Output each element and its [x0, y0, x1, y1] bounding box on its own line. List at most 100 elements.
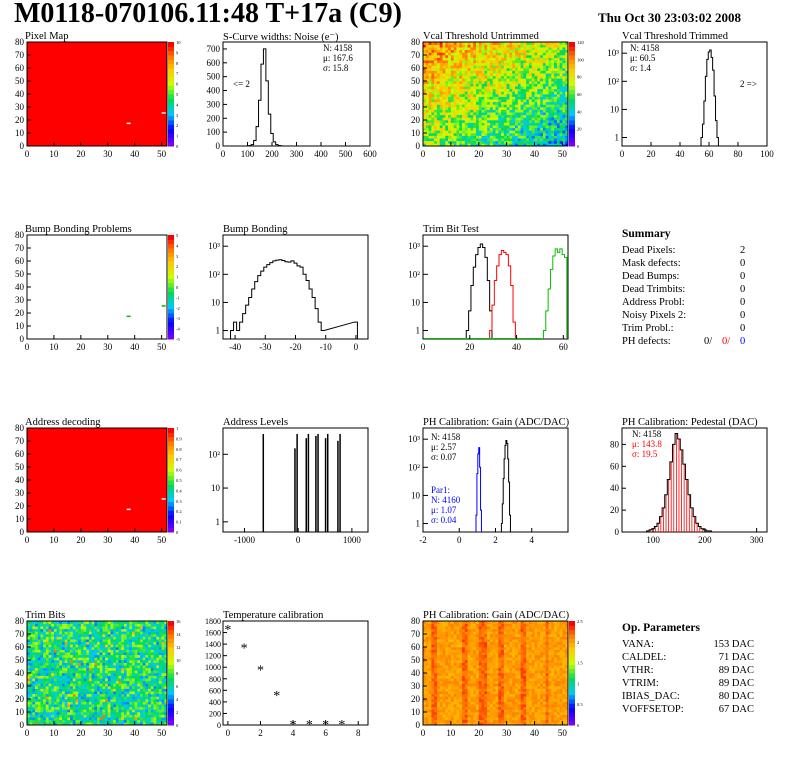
vcal_untrimmed-cell: [473, 91, 477, 95]
trim_bits-cell: [121, 696, 125, 700]
vcal_untrimmed-cell: [470, 62, 474, 66]
trim_bits-cell: [94, 654, 98, 658]
vcal_untrimmed-cell: [423, 68, 427, 71]
trim_bits-cell: [91, 712, 95, 715]
vcal_untrimmed-cell: [487, 135, 491, 139]
trim_bits-cell: [97, 714, 100, 718]
trim_bits-cell: [91, 714, 95, 718]
ph_gain_map-cell: [425, 714, 429, 718]
trim_bits-cell: [142, 639, 146, 643]
vcal_untrimmed-cell: [473, 122, 477, 126]
vcal_untrimmed-cell: [501, 70, 505, 74]
trim_bits-cell: [56, 678, 60, 682]
trim_bits-cell: [107, 714, 111, 718]
vcal_untrimmed-cell: [537, 86, 541, 90]
vcal_untrimmed-cell: [526, 88, 530, 92]
trim_bits-cell: [48, 665, 52, 669]
trim_bits-cell: [153, 706, 157, 710]
vcal_untrimmed-cell: [434, 130, 438, 134]
vcal_untrimmed-cell: [531, 135, 535, 139]
trim_bits-cell: [129, 704, 133, 708]
trim_bits-cell: [140, 719, 144, 723]
trim_bits-cell: [121, 644, 125, 648]
vcal_untrimmed-cell: [431, 57, 435, 61]
temperature-title: Temperature calibration: [223, 610, 324, 621]
trim_bits-cell: [129, 647, 133, 650]
vcal_untrimmed-cell: [453, 138, 457, 142]
vcal_untrimmed-cell: [489, 81, 494, 84]
vcal_untrimmed-cell: [487, 62, 491, 66]
vcal_untrimmed-cell: [551, 55, 555, 58]
vcal_untrimmed-cell: [487, 68, 491, 71]
trim_bits-cell: [91, 673, 95, 676]
trim_bits-cell: [32, 670, 36, 674]
trim_bits-cell: [153, 665, 157, 669]
vcal_untrimmed-ytick-label: 70: [411, 50, 421, 60]
trim_bits-cell: [164, 686, 168, 689]
trim_bits-cell: [70, 654, 74, 658]
vcal_untrimmed-cell: [515, 112, 519, 116]
trim_bits-cell: [142, 683, 146, 687]
vcal_untrimmed-cell: [528, 88, 533, 92]
trim_bits-cell: [45, 678, 49, 682]
vcal_untrimmed-cell: [475, 120, 480, 123]
trim_bits-cell: [40, 660, 44, 663]
vcal_untrimmed-cell: [431, 112, 435, 116]
vcal_untrimmed-cell: [464, 99, 468, 103]
vcal_untrimmed-cell: [456, 140, 460, 144]
vcal_untrimmed-cell: [442, 62, 446, 66]
vcal_untrimmed-cell: [428, 81, 432, 84]
trim_bits-cell: [148, 647, 152, 650]
vcal_untrimmed-cell: [515, 96, 519, 100]
trim_bits-cell: [158, 660, 162, 663]
vcal_untrimmed-cell: [453, 101, 457, 105]
vcal_untrimmed-cell: [562, 140, 566, 144]
trim_bits-cell: [137, 706, 141, 710]
vcal_untrimmed-cell: [489, 57, 494, 61]
trim_bits-cell: [32, 683, 36, 687]
trim_bits-cell: [72, 667, 76, 671]
vcal_untrimmed-cell: [554, 143, 558, 147]
vcal_untrimmed-cell: [428, 83, 432, 87]
vcal_untrimmed-cell: [439, 140, 443, 144]
vcal_untrimmed-cell: [456, 78, 460, 82]
ph_gain_map-cell: [425, 717, 429, 721]
vcal_untrimmed-cell: [462, 73, 466, 77]
vcal_untrimmed-cell: [526, 52, 530, 56]
vcal_untrimmed-cell: [517, 42, 521, 45]
vcal_untrimmed-cell: [528, 138, 533, 142]
trim_bits-xtick-label: 50: [157, 728, 167, 738]
trim_bits-cell: [67, 667, 71, 671]
vcal_untrimmed-cell: [464, 81, 468, 84]
trim_bits-cell: [126, 667, 130, 671]
vcal_untrimmed-cell: [523, 83, 527, 87]
vcal_untrimmed-cell: [467, 140, 471, 144]
vcal_untrimmed-cell: [565, 143, 569, 147]
vcal_untrimmed-cell: [503, 143, 507, 147]
trim_bits-cell: [158, 667, 162, 671]
trim_bits-cell: [48, 680, 52, 684]
vcal_untrimmed-cell: [512, 83, 516, 87]
vcal_untrimmed-colorbar-cell: [569, 50, 575, 56]
vcal_untrimmed-cell: [545, 114, 549, 118]
trim_bits-cell: [110, 675, 114, 679]
vcal_untrimmed-cell: [431, 120, 435, 123]
trim_bits-cell: [161, 644, 165, 648]
vcal_untrimmed-cell: [503, 125, 507, 129]
trim_bits-colorbar-cell: [168, 694, 174, 700]
trim_bits-cell: [48, 688, 52, 692]
vcal_untrimmed-cell: [453, 130, 457, 134]
vcal_untrimmed-cell: [501, 83, 505, 87]
vcal_untrimmed-cell: [556, 130, 560, 134]
trim_bits-cell: [158, 657, 162, 661]
trim_bits-cell: [123, 712, 127, 715]
trim_bits-cell: [62, 667, 65, 671]
trim_bits-cell: [70, 662, 74, 666]
address_decoding-xtick-label: 0: [25, 535, 30, 545]
trim_bits-cell: [51, 634, 55, 637]
vcal_untrimmed-cell: [439, 83, 443, 87]
vcal_untrimmed-cell: [484, 75, 488, 79]
trim_bits-cell: [64, 628, 68, 632]
vcal_untrimmed-cell: [445, 112, 449, 116]
trim_bits-cell: [105, 644, 109, 648]
